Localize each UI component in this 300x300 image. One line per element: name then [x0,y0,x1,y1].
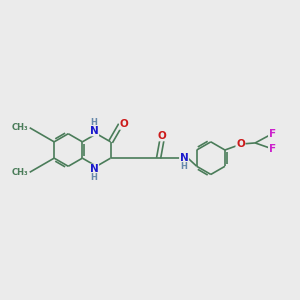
Text: H: H [91,173,98,182]
Text: N: N [180,153,188,163]
Text: N: N [90,164,98,174]
Text: H: H [181,162,188,171]
Text: F: F [269,144,276,154]
Text: H: H [91,118,98,127]
Text: O: O [120,119,128,129]
Text: O: O [236,140,245,149]
Text: O: O [158,131,166,141]
Text: CH₃: CH₃ [12,123,28,132]
Text: CH₃: CH₃ [12,168,28,177]
Text: N: N [90,126,98,136]
Text: F: F [269,129,276,139]
